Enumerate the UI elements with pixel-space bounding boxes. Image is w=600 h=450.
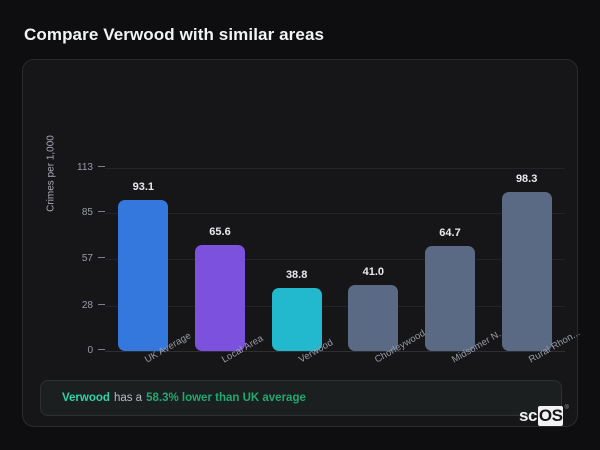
page-title: Compare Verwood with similar areas	[24, 25, 325, 44]
bar-group[interactable]: 98.3 Rural Rhon...	[501, 60, 582, 366]
y-axis-tick-label: 28	[45, 300, 105, 312]
logo-prefix-text: sc	[519, 406, 537, 425]
bar[interactable]	[118, 200, 169, 351]
bar-value-label: 65.6	[209, 225, 231, 238]
y-axis-tick-label: 0	[45, 345, 105, 357]
bars-layer: 93.1 UK Average 65.6 Local Area 38.8 Verwood 4…	[105, 60, 582, 366]
watermark-logo: sc OS ®	[519, 404, 569, 428]
bar-chart: Crimes per 1,000 0 28 57 85 113 93.1 UK Avera…	[23, 60, 582, 366]
y-axis-tick-label: 85	[45, 207, 105, 219]
bar[interactable]	[271, 288, 322, 351]
bar[interactable]	[348, 284, 399, 351]
gridline	[105, 213, 565, 215]
logo-badge-text: OS	[537, 406, 564, 426]
bar-group[interactable]: 41.0 Chorleywood	[348, 60, 428, 366]
chart-card: Crimes per 1,000 0 28 57 85 113 93.1 UK Avera…	[22, 59, 582, 427]
bar[interactable]	[501, 191, 552, 351]
y-axis-ticks: 0 28 57 85 113	[37, 60, 105, 356]
bar-group[interactable]: 93.1 UK Average	[118, 60, 193, 366]
y-axis-tick-label: 113	[45, 162, 105, 174]
gridline	[105, 305, 565, 307]
bar-group[interactable]: 65.6 Local Area	[195, 60, 265, 366]
banner-comparison: 58.3% lower than UK average	[146, 392, 306, 404]
bar-group[interactable]: 38.8 Verwood	[271, 60, 335, 366]
gridline	[105, 168, 565, 169]
bar-value-label: 64.7	[439, 227, 461, 240]
banner-connector: has a	[113, 392, 143, 404]
bar-group[interactable]: 64.7 Midsomer N...	[425, 60, 508, 366]
y-axis-tick-label: 57	[45, 253, 105, 265]
bar-value-label: 98.3	[515, 172, 538, 185]
bar-value-label: 93.1	[132, 181, 155, 194]
bar-value-label: 41.0	[362, 265, 385, 278]
chart-baseline	[105, 351, 565, 352]
bar-value-label: 38.8	[285, 269, 308, 282]
trademark-icon: ®	[564, 405, 569, 411]
bar[interactable]	[425, 246, 475, 351]
banner-area-name: Verwood	[62, 392, 110, 404]
comparison-banner: Verwood has a 58.3% lower than UK averag…	[40, 380, 562, 416]
bar[interactable]	[195, 244, 245, 351]
gridline	[105, 258, 565, 260]
